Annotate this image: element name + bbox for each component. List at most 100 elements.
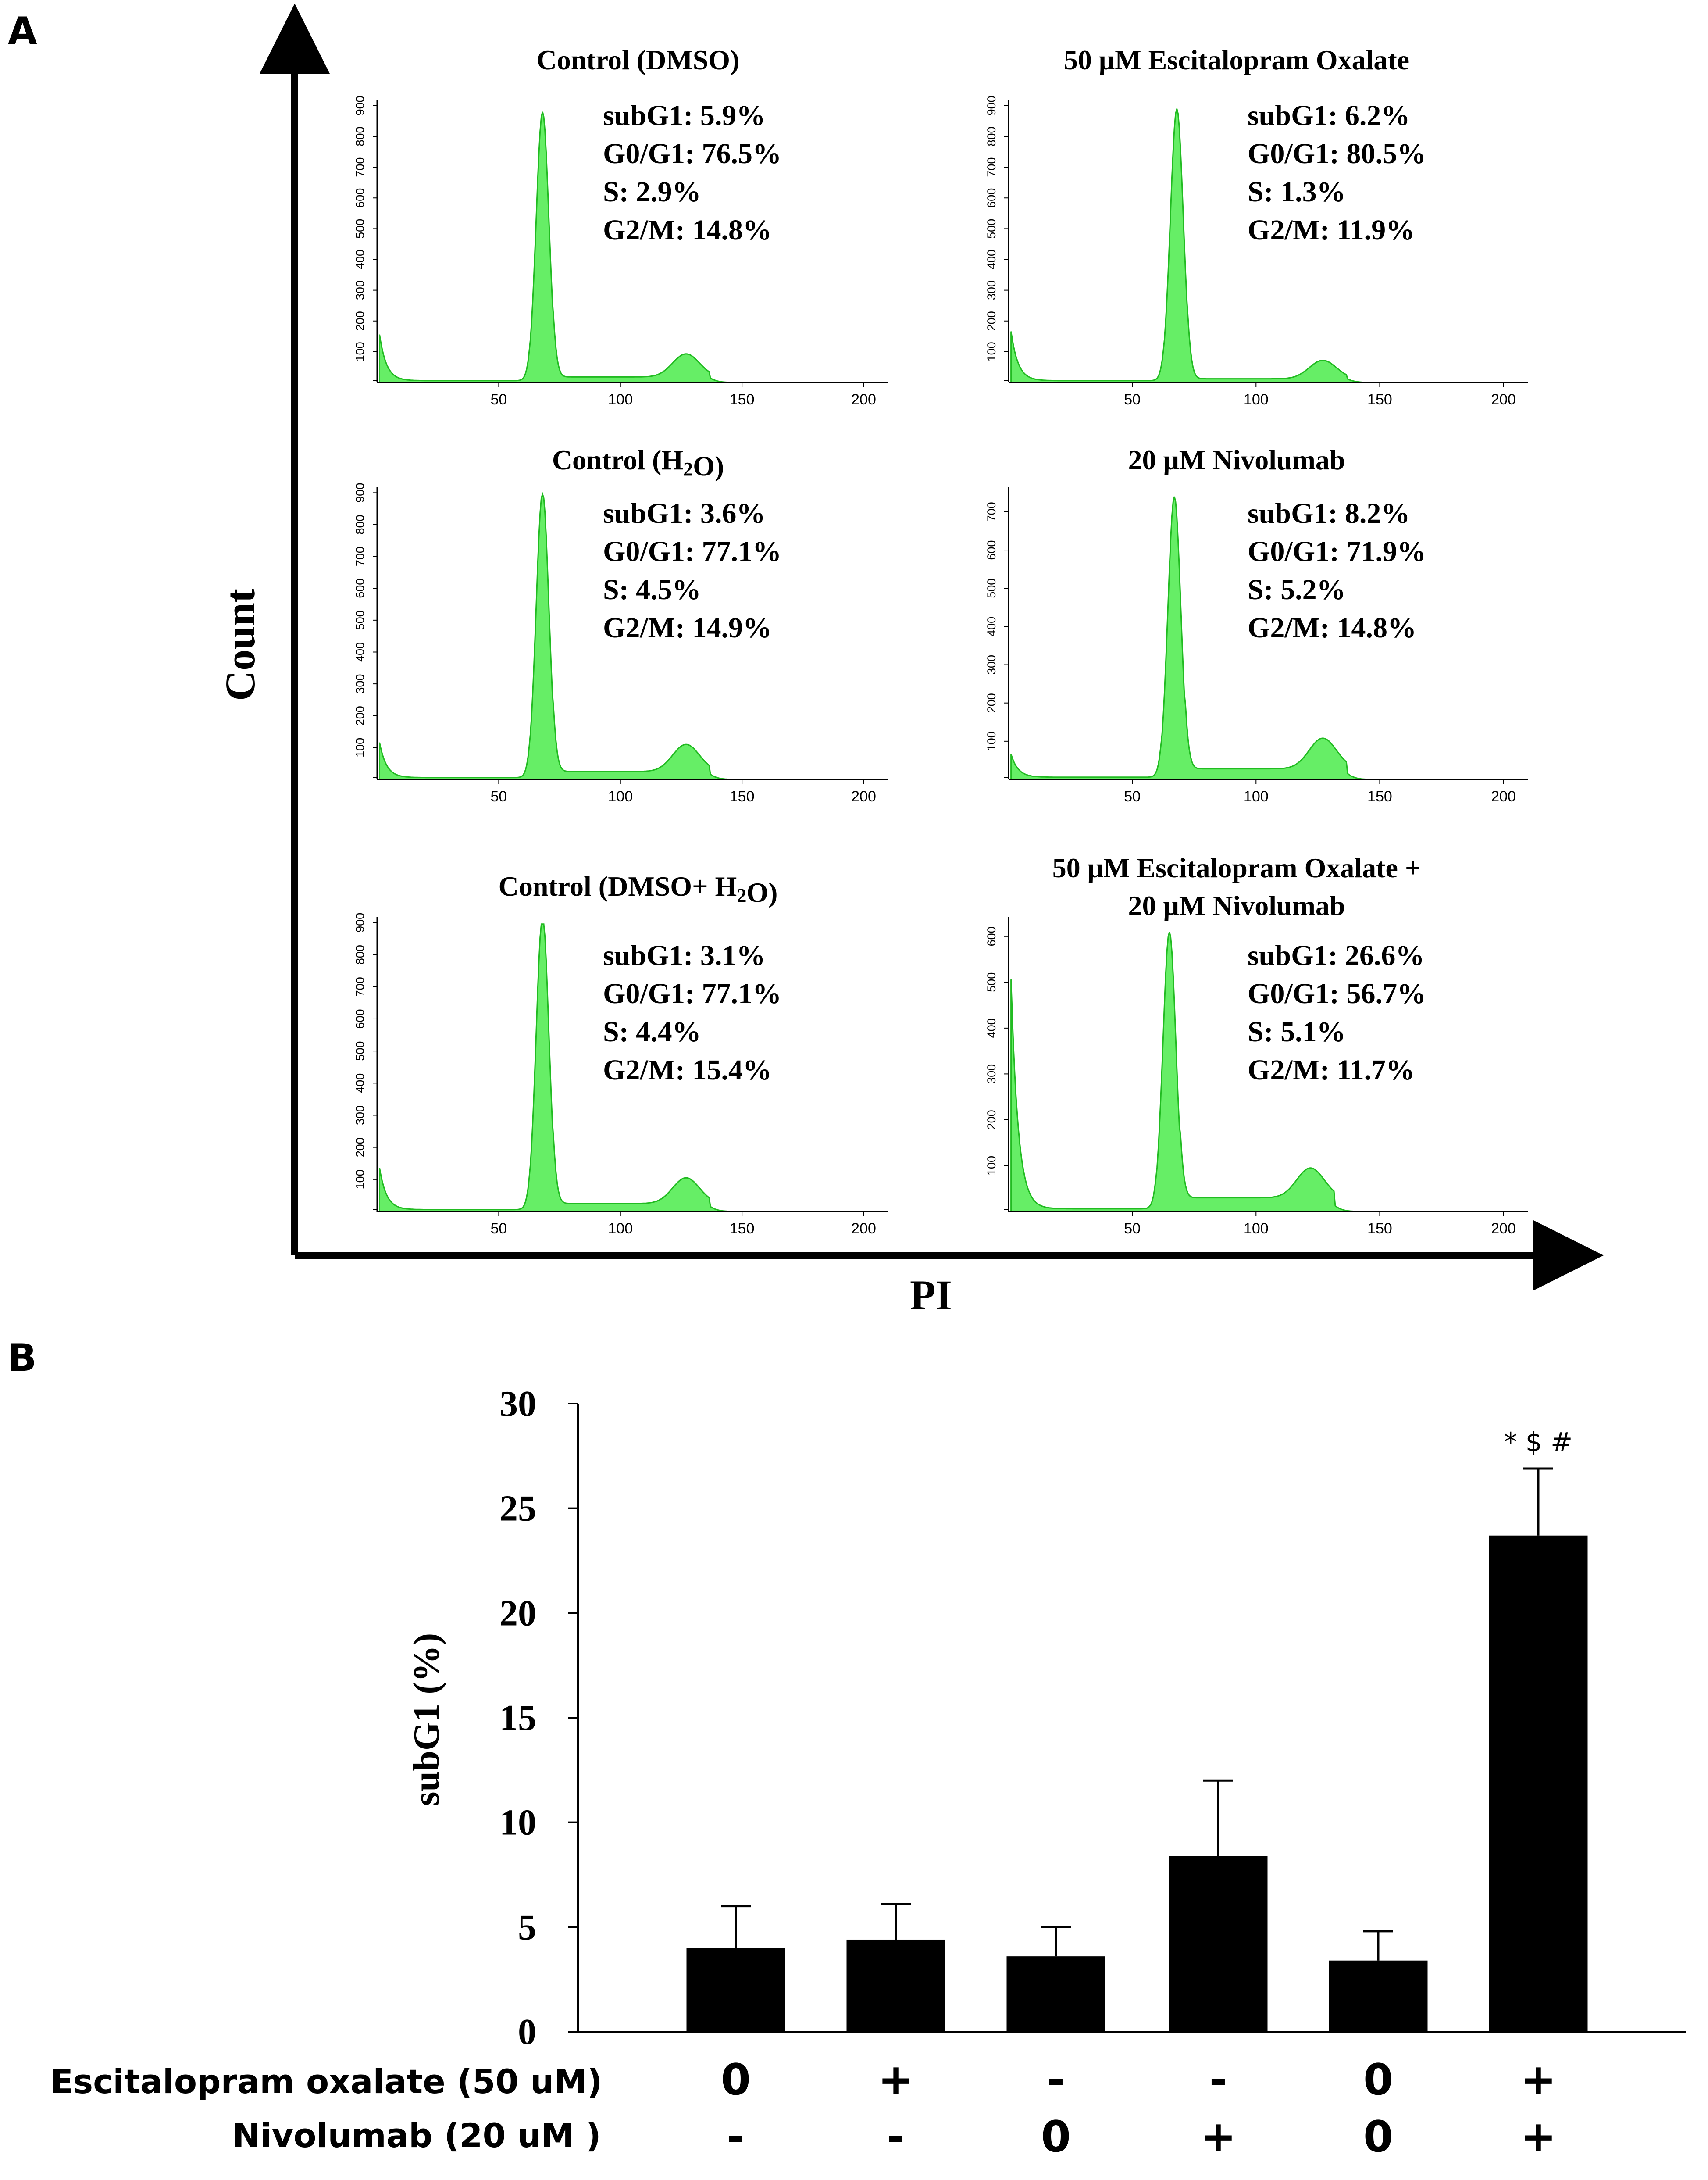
y-tick-label: 400 <box>985 1018 998 1038</box>
y-tick-label: 100 <box>985 731 998 751</box>
y-tick-label: 900 <box>985 96 998 115</box>
bar-y-tick-label: 20 <box>499 1593 536 1633</box>
panel-a-count-label: Count <box>217 589 264 701</box>
histogram-title: Control (DMSO+ H2O) <box>499 871 778 908</box>
y-tick-label: 400 <box>985 617 998 636</box>
y-tick-label: 500 <box>353 1041 367 1061</box>
y-tick-label: 500 <box>985 972 998 992</box>
nivolumab-condition: - <box>727 2112 745 2162</box>
histogram-stat: G2/M: 14.8% <box>1248 612 1416 644</box>
bar-y-label: subG1 (%) <box>406 1633 447 1806</box>
histogram-area <box>1010 108 1380 383</box>
y-tick-label: 800 <box>353 515 367 534</box>
x-tick-label: 150 <box>1367 391 1392 408</box>
y-tick-label: 900 <box>353 913 367 933</box>
histogram-panel: 50 100 150 200 100 200 300 400 500 600 700 800 900 50… <box>985 44 1528 408</box>
histogram-stat: subG1: 6.2% <box>1248 100 1410 132</box>
y-tick-label: 100 <box>985 342 998 361</box>
y-tick-label: 600 <box>985 188 998 208</box>
escitalopram-condition: 0 <box>1363 2055 1393 2105</box>
y-tick-label: 500 <box>985 579 998 598</box>
histogram-stat: G0/G1: 77.1% <box>603 978 781 1010</box>
y-tick-label: 400 <box>985 250 998 269</box>
bar <box>686 1948 785 2032</box>
nivolumab-condition: + <box>1520 2112 1556 2162</box>
histogram-stat: S: 4.4% <box>603 1016 701 1048</box>
histogram-title: Control (DMSO) <box>537 44 740 75</box>
x-tick-label: 100 <box>608 1220 633 1237</box>
y-tick-label: 800 <box>353 126 367 146</box>
histogram-panel: 50 100 150 200 100 200 300 400 500 600 700 800 900 Co… <box>353 871 888 1237</box>
nivolumab-condition: + <box>1200 2112 1236 2162</box>
histogram-title: 20 μM Nivolumab <box>1128 444 1345 475</box>
y-tick-label: 100 <box>353 738 367 758</box>
histogram-stat: S: 1.3% <box>1248 176 1346 208</box>
histogram-stat: S: 5.2% <box>1248 574 1346 606</box>
x-tick-label: 100 <box>1244 1220 1269 1237</box>
histogram-panel: 50 100 150 200 100 200 300 400 500 600 50 μM Escit… <box>985 852 1528 1237</box>
histogram-area <box>1010 496 1380 780</box>
histogram-grid: 50 100 150 200 100 200 300 400 500 600 700 800 900 Co… <box>353 44 1528 1237</box>
x-tick-label: 150 <box>730 788 755 805</box>
y-tick-label: 200 <box>985 1110 998 1129</box>
histogram-stat: subG1: 3.6% <box>603 497 765 529</box>
y-tick-label: 300 <box>985 280 998 300</box>
y-tick-label: 300 <box>985 1064 998 1084</box>
x-tick-label: 200 <box>1491 1220 1516 1237</box>
y-tick-label: 800 <box>353 945 367 965</box>
y-tick-label: 100 <box>353 1169 367 1189</box>
x-tick-label: 150 <box>1367 1220 1392 1237</box>
histogram-stat: S: 5.1% <box>1248 1016 1346 1048</box>
histogram-stat: G0/G1: 76.5% <box>603 138 781 170</box>
x-tick-label: 200 <box>851 788 876 805</box>
y-tick-label: 400 <box>353 1073 367 1093</box>
bar <box>1329 1960 1428 2032</box>
histogram-stat: subG1: 3.1% <box>603 940 765 972</box>
bar-y-tick-label: 25 <box>499 1488 536 1529</box>
x-tick-label: 50 <box>1124 788 1141 805</box>
bar-y-tick-label: 30 <box>499 1383 536 1424</box>
x-tick-label: 150 <box>1367 788 1392 805</box>
x-tick-label: 150 <box>730 391 755 408</box>
y-tick-label: 600 <box>353 1009 367 1029</box>
y-tick-label: 500 <box>353 610 367 630</box>
y-tick-label: 700 <box>985 502 998 522</box>
x-tick-label: 50 <box>490 1220 507 1237</box>
row-label-escitalopram: Escitalopram oxalate (50 uM) <box>50 2062 603 2101</box>
y-tick-label: 900 <box>353 483 367 503</box>
x-tick-label: 200 <box>851 391 876 408</box>
x-tick-label: 100 <box>1244 391 1269 408</box>
histogram-title: 20 μM Nivolumab <box>1128 890 1345 921</box>
histogram-stat: subG1: 5.9% <box>603 100 765 132</box>
histogram-title: 50 μM Escitalopram Oxalate <box>1064 44 1409 75</box>
bar <box>1169 1856 1268 2032</box>
y-tick-label: 800 <box>985 126 998 146</box>
histogram-panel: 50 100 150 200 100 200 300 400 500 600 700 800 900 Co… <box>353 44 888 408</box>
x-tick-label: 200 <box>1491 788 1516 805</box>
significance-markers: * $ # <box>1504 1427 1573 1458</box>
y-tick-label: 600 <box>353 579 367 598</box>
escitalopram-condition: + <box>1520 2055 1556 2105</box>
bar-y-tick-label: 0 <box>518 2012 536 2052</box>
histogram-area <box>379 492 742 780</box>
x-tick-label: 100 <box>1244 788 1269 805</box>
histogram-stat: G0/G1: 71.9% <box>1248 536 1426 568</box>
nivolumab-condition: - <box>887 2112 905 2162</box>
x-tick-label: 100 <box>608 391 633 408</box>
bar-y-tick-label: 10 <box>499 1802 536 1843</box>
bar-y-tick-label: 15 <box>499 1698 536 1738</box>
y-tick-label: 300 <box>353 674 367 694</box>
histogram-stat: G2/M: 11.9% <box>1248 214 1415 246</box>
x-tick-label: 50 <box>490 391 507 408</box>
y-tick-label: 700 <box>985 157 998 177</box>
subg1-bar-chart: subG1 (%) Escitalopram oxalate (50 uM) N… <box>50 1383 1686 2162</box>
bar <box>1006 1956 1105 2032</box>
y-tick-label: 400 <box>353 250 367 269</box>
histogram-stat: G0/G1: 77.1% <box>603 536 781 568</box>
bar-y-tick-label: 5 <box>518 1907 536 1948</box>
histogram-stat: G2/M: 14.9% <box>603 612 772 644</box>
panel-a-pi-label: PI <box>910 1272 952 1319</box>
y-tick-label: 700 <box>353 157 367 177</box>
row-label-nivolumab: Nivolumab (20 uM ) <box>232 2116 601 2155</box>
